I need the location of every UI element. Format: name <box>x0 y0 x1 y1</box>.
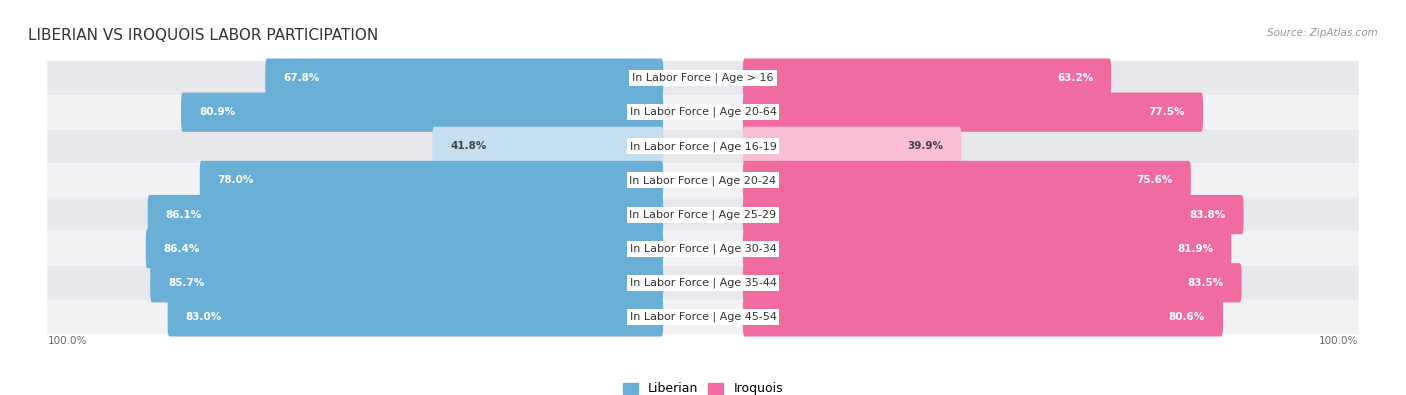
FancyBboxPatch shape <box>742 161 1191 200</box>
FancyBboxPatch shape <box>742 195 1243 234</box>
Legend: Liberian, Iroquois: Liberian, Iroquois <box>623 382 783 395</box>
Text: 41.8%: 41.8% <box>450 141 486 151</box>
FancyBboxPatch shape <box>48 266 1358 300</box>
FancyBboxPatch shape <box>200 161 664 200</box>
Text: 100.0%: 100.0% <box>1319 337 1358 346</box>
FancyBboxPatch shape <box>433 127 664 166</box>
Text: In Labor Force | Age 30-34: In Labor Force | Age 30-34 <box>630 243 776 254</box>
Text: 80.9%: 80.9% <box>200 107 235 117</box>
Text: 80.6%: 80.6% <box>1168 312 1205 322</box>
FancyBboxPatch shape <box>266 58 664 98</box>
Text: 83.0%: 83.0% <box>186 312 222 322</box>
Text: 83.8%: 83.8% <box>1189 210 1226 220</box>
FancyBboxPatch shape <box>48 61 1358 95</box>
FancyBboxPatch shape <box>48 129 1358 164</box>
FancyBboxPatch shape <box>150 263 664 303</box>
Text: In Labor Force | Age 20-24: In Labor Force | Age 20-24 <box>630 175 776 186</box>
Text: 78.0%: 78.0% <box>218 175 254 185</box>
Text: In Labor Force | Age 35-44: In Labor Force | Age 35-44 <box>630 278 776 288</box>
FancyBboxPatch shape <box>181 92 664 132</box>
Text: LIBERIAN VS IROQUOIS LABOR PARTICIPATION: LIBERIAN VS IROQUOIS LABOR PARTICIPATION <box>28 28 378 43</box>
Text: 86.4%: 86.4% <box>163 244 200 254</box>
FancyBboxPatch shape <box>742 127 962 166</box>
Text: In Labor Force | Age 16-19: In Labor Force | Age 16-19 <box>630 141 776 152</box>
FancyBboxPatch shape <box>48 164 1358 198</box>
Text: 86.1%: 86.1% <box>166 210 202 220</box>
Text: 85.7%: 85.7% <box>169 278 205 288</box>
Text: 67.8%: 67.8% <box>283 73 319 83</box>
FancyBboxPatch shape <box>48 231 1358 266</box>
Text: 39.9%: 39.9% <box>907 141 943 151</box>
FancyBboxPatch shape <box>742 229 1232 268</box>
Text: 63.2%: 63.2% <box>1057 73 1092 83</box>
FancyBboxPatch shape <box>48 95 1358 129</box>
FancyBboxPatch shape <box>742 92 1204 132</box>
FancyBboxPatch shape <box>742 58 1111 98</box>
FancyBboxPatch shape <box>148 195 664 234</box>
Text: In Labor Force | Age 20-64: In Labor Force | Age 20-64 <box>630 107 776 117</box>
FancyBboxPatch shape <box>167 297 664 337</box>
FancyBboxPatch shape <box>48 198 1358 231</box>
Text: 81.9%: 81.9% <box>1177 244 1213 254</box>
FancyBboxPatch shape <box>48 300 1358 334</box>
FancyBboxPatch shape <box>742 263 1241 303</box>
Text: Source: ZipAtlas.com: Source: ZipAtlas.com <box>1267 28 1378 38</box>
Text: 77.5%: 77.5% <box>1149 107 1185 117</box>
Text: In Labor Force | Age 45-54: In Labor Force | Age 45-54 <box>630 312 776 322</box>
Text: 83.5%: 83.5% <box>1188 278 1223 288</box>
Text: In Labor Force | Age 25-29: In Labor Force | Age 25-29 <box>630 209 776 220</box>
FancyBboxPatch shape <box>146 229 664 268</box>
Text: 100.0%: 100.0% <box>48 337 87 346</box>
FancyBboxPatch shape <box>742 297 1223 337</box>
Text: In Labor Force | Age > 16: In Labor Force | Age > 16 <box>633 73 773 83</box>
Text: 75.6%: 75.6% <box>1136 175 1173 185</box>
